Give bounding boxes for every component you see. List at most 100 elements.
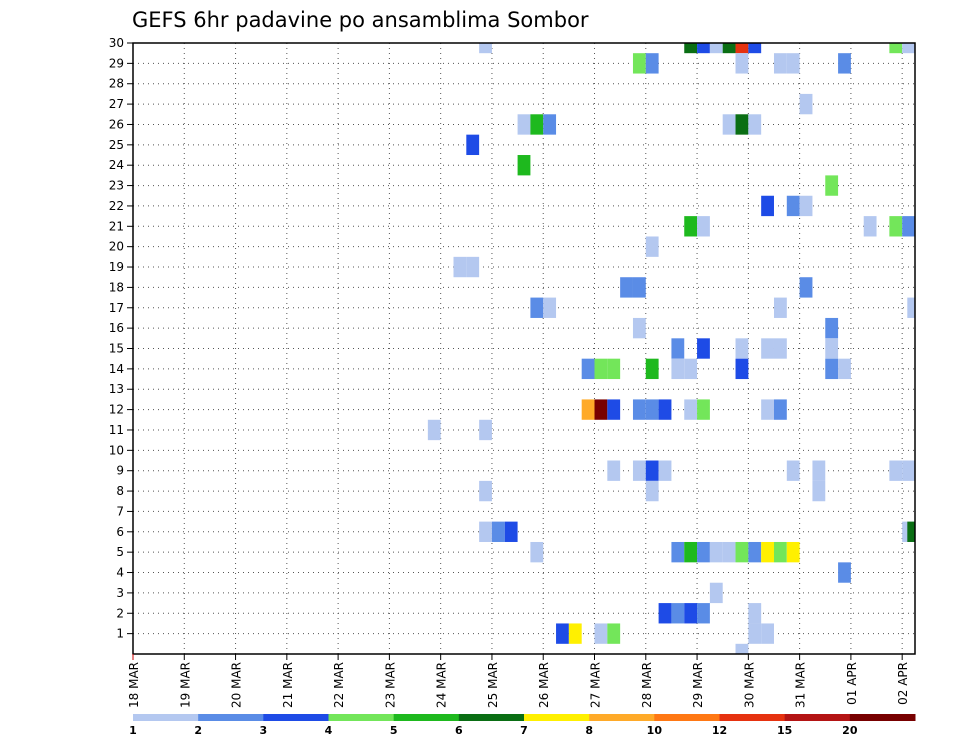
colorbar-swatch	[784, 714, 851, 721]
heatmap-cell	[645, 53, 659, 74]
y-tick-label: 17	[109, 301, 124, 315]
heatmap-cell	[735, 541, 749, 563]
heatmap-cell	[902, 460, 915, 481]
colorbar-label: 1	[129, 724, 137, 737]
x-tick-label: 19 MAR	[178, 662, 192, 708]
heatmap-cell	[581, 358, 595, 380]
x-tick-label: 01 APR	[845, 662, 859, 705]
heatmap-cell	[491, 521, 505, 542]
heatmap-cell	[812, 460, 826, 481]
colorbar-label: 2	[194, 724, 202, 737]
heatmap-cell	[761, 195, 774, 217]
colorbar-label: 4	[325, 724, 333, 737]
x-tick-label: 29 MAR	[691, 662, 705, 708]
heatmap-cell	[838, 358, 851, 380]
heatmap-cell	[697, 603, 710, 624]
heatmap-cell	[645, 399, 659, 420]
x-tick-label: 21 MAR	[281, 662, 295, 708]
heatmap-cell	[902, 43, 915, 54]
heatmap-cell	[773, 297, 787, 318]
heatmap-cell	[735, 43, 749, 54]
heatmap-cell	[799, 93, 813, 115]
heatmap-cell	[479, 521, 492, 542]
heatmap-cell	[568, 623, 582, 644]
y-tick-label: 4	[116, 566, 124, 580]
x-tick-label: 31 MAR	[794, 662, 808, 708]
colorbar-swatch	[654, 714, 720, 721]
heatmap-cell	[748, 114, 762, 135]
y-tick-label: 28	[109, 77, 124, 91]
colorbar-swatch	[589, 714, 655, 721]
heatmap-cell	[889, 216, 903, 237]
heatmap-cell	[684, 216, 698, 237]
colorbar-label: 12	[712, 724, 727, 737]
heatmap-cell	[907, 297, 915, 318]
heatmap-cell	[427, 419, 441, 441]
heatmap-cell	[632, 277, 646, 298]
heatmap-cell	[697, 338, 710, 359]
y-tick-label: 21	[109, 219, 124, 233]
y-tick-label: 11	[109, 423, 124, 437]
x-tick-label: 27 MAR	[589, 662, 603, 708]
heatmap-cell	[722, 43, 736, 54]
x-tick-label: 28 MAR	[640, 662, 654, 708]
y-tick-label: 16	[109, 321, 124, 335]
colorbar-swatch	[393, 714, 460, 721]
heatmap-cell	[786, 53, 800, 74]
y-tick-label: 3	[116, 586, 124, 600]
y-tick-label: 23	[109, 179, 124, 193]
heatmap-cell	[543, 114, 557, 135]
y-tick-label: 2	[116, 606, 124, 620]
heatmap-cell	[671, 358, 685, 380]
x-tick-label: 18 MAR	[127, 662, 141, 708]
heatmap-cell	[620, 277, 633, 298]
heatmap-cell	[761, 399, 774, 420]
heatmap-cell	[709, 43, 723, 54]
x-tick-label: 30 MAR	[742, 662, 756, 708]
colorbar-label: 10	[647, 724, 663, 737]
colorbar-label: 8	[585, 724, 593, 737]
heatmap-cell	[748, 541, 762, 563]
colorbar-label: 6	[455, 724, 463, 737]
heatmap-cell	[902, 216, 915, 237]
x-tick-label: 25 MAR	[486, 662, 500, 708]
y-tick-label: 6	[116, 525, 124, 539]
y-tick-label: 9	[116, 464, 124, 478]
heatmap-cell	[543, 297, 557, 318]
heatmap-cell	[504, 521, 518, 542]
heatmap-cell	[697, 43, 710, 54]
heatmap-cell	[466, 134, 480, 156]
heatmap-cell	[645, 460, 659, 481]
colorbar-label: 15	[777, 724, 792, 737]
colorbar: 1 2 3 4 5 6 7 8 10 12 15 20	[129, 714, 916, 737]
colorbar-swatch	[458, 714, 525, 721]
x-tick-label: 24 MAR	[435, 662, 449, 708]
heatmap-cell	[607, 358, 621, 380]
y-tick-label: 13	[109, 382, 124, 396]
heatmap-cell	[748, 623, 762, 644]
heatmap-cell	[594, 623, 608, 644]
x-tick-label: 26 MAR	[537, 662, 551, 708]
y-tick-label: 25	[109, 138, 124, 152]
heatmap-cell	[594, 399, 608, 420]
heatmap-cell	[722, 114, 736, 135]
y-tick-label: 24	[109, 158, 124, 172]
y-tick-label: 5	[116, 545, 124, 559]
heatmap-cell	[825, 175, 839, 196]
heatmap-cell	[645, 358, 659, 380]
heatmap-cell	[812, 480, 826, 502]
heatmap-cell	[556, 623, 569, 644]
heatmap-cell	[517, 155, 531, 176]
y-tick-label: 8	[116, 484, 124, 498]
heatmap-cell	[838, 53, 851, 74]
heatmap-cell	[735, 643, 749, 654]
heatmap-cell	[709, 541, 723, 563]
heatmap-cell	[658, 460, 672, 481]
heatmap-cell	[697, 399, 710, 420]
heatmap-cell	[530, 297, 544, 318]
colorbar-swatch	[849, 714, 916, 721]
heatmap-cell	[907, 521, 915, 542]
heatmap-cell	[889, 43, 903, 54]
heatmap-cell	[799, 195, 813, 217]
x-axis-ticks: 18 MAR 19 MAR 20 MAR 21 MAR 22 MAR 23 MAR 24 M…	[127, 654, 910, 708]
